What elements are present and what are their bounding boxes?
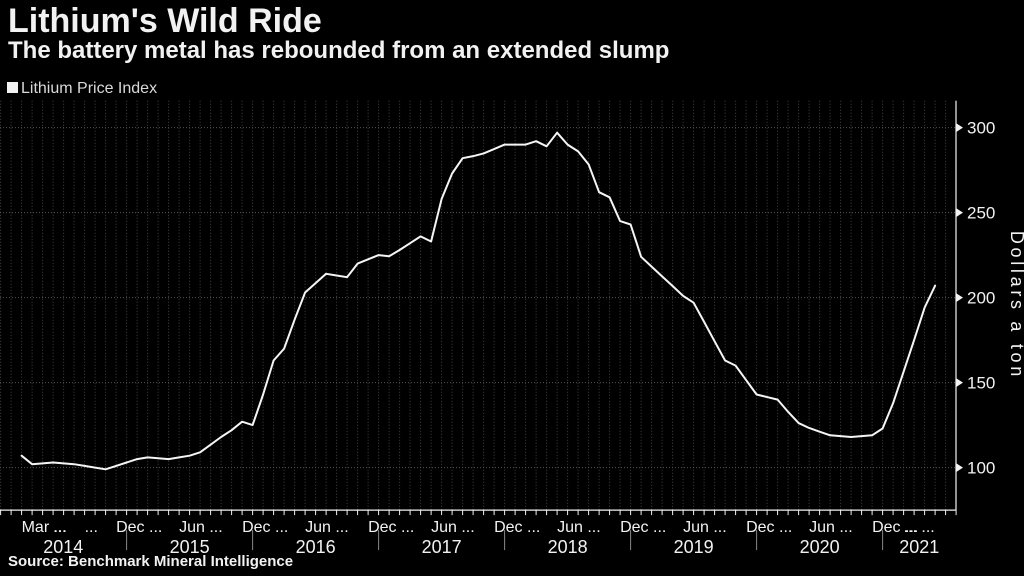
svg-text:2021: 2021	[899, 537, 939, 557]
svg-text:2015: 2015	[170, 537, 210, 557]
svg-text:150: 150	[967, 374, 995, 393]
svg-text:Dec ...: Dec ...	[746, 519, 792, 536]
svg-text:2016: 2016	[296, 537, 336, 557]
svg-text:Jun ...: Jun ...	[809, 519, 853, 536]
svg-text:Jun ...: Jun ...	[557, 519, 601, 536]
svg-text:2018: 2018	[548, 537, 588, 557]
svg-text:250: 250	[967, 204, 995, 223]
svg-text:Dollars a ton: Dollars a ton	[1007, 231, 1024, 380]
svg-text:2014: 2014	[43, 537, 83, 557]
svg-text:...: ...	[85, 519, 98, 536]
svg-text:2017: 2017	[422, 537, 462, 557]
svg-text:Dec ...: Dec ...	[242, 519, 288, 536]
svg-text:Jun ...: Jun ...	[431, 519, 475, 536]
svg-text:Jun ...: Jun ...	[683, 519, 727, 536]
svg-text:Dec ...: Dec ...	[494, 519, 540, 536]
svg-text:Jun ...: Jun ...	[179, 519, 223, 536]
svg-text:2019: 2019	[674, 537, 714, 557]
svg-text:200: 200	[967, 289, 995, 308]
svg-text:Dec ...: Dec ...	[116, 519, 162, 536]
svg-text:300: 300	[967, 119, 995, 138]
svg-text:Dec ...: Dec ...	[620, 519, 666, 536]
svg-text:Jun ...: Jun ...	[305, 519, 349, 536]
svg-text:100: 100	[967, 459, 995, 478]
svg-text:Dec ...: Dec ...	[368, 519, 414, 536]
svg-text:... ...: ... ...	[904, 519, 935, 536]
svg-text:2020: 2020	[800, 537, 840, 557]
svg-text:...: ...	[53, 519, 66, 536]
